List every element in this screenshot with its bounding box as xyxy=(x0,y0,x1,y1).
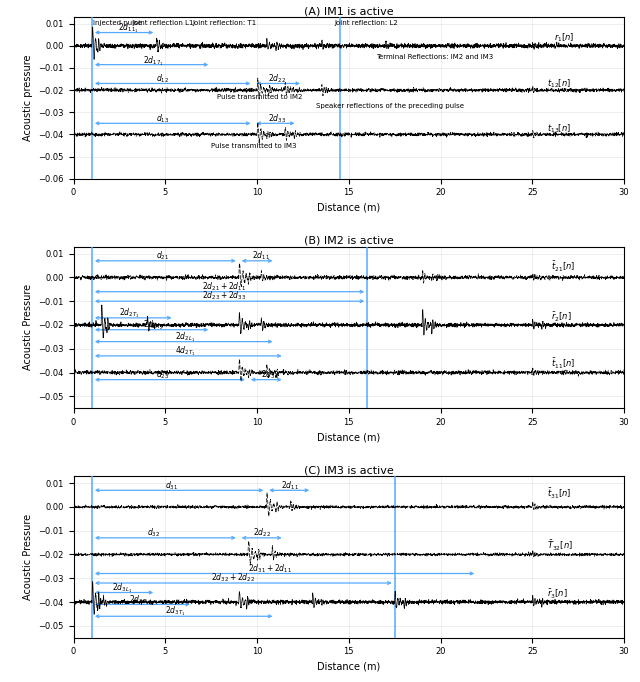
Text: $t_{12}[n]$: $t_{12}[n]$ xyxy=(547,78,571,90)
Text: Joint reflection: L2: Joint reflection: L2 xyxy=(334,20,398,26)
Text: $2d_{33}$: $2d_{33}$ xyxy=(268,112,286,125)
Y-axis label: Acoustic pressure: Acoustic pressure xyxy=(23,55,33,141)
Text: $d_{23}$: $d_{23}$ xyxy=(156,368,170,381)
Title: (C) IM3 is active: (C) IM3 is active xyxy=(304,465,394,475)
Text: $4d_{2T_1}$: $4d_{2T_1}$ xyxy=(175,344,195,358)
Text: $\bar{t}_{21}[n]$: $\bar{t}_{21}[n]$ xyxy=(550,260,575,273)
Text: Injected pulse: Injected pulse xyxy=(93,20,142,26)
Text: $d_{13}$: $d_{13}$ xyxy=(156,112,170,125)
Text: $d_{12}$: $d_{12}$ xyxy=(156,72,170,85)
Text: $2d_{2T_1}$: $2d_{2T_1}$ xyxy=(120,306,140,320)
Text: $2d_{2L_1}$: $2d_{2L_1}$ xyxy=(175,330,195,344)
Text: $\bar{r}_2[n]$: $\bar{r}_2[n]$ xyxy=(550,310,572,324)
Text: Pulse transmitted to IM2: Pulse transmitted to IM2 xyxy=(217,94,302,100)
Title: (A) IM1 is active: (A) IM1 is active xyxy=(304,6,394,16)
Text: $d_{32}$: $d_{32}$ xyxy=(147,527,160,539)
Text: $2d_{22}$: $2d_{22}$ xyxy=(268,72,286,85)
Text: $2d_{3L_1}$: $2d_{3L_1}$ xyxy=(112,582,132,595)
Text: $r_1[n]$: $r_1[n]$ xyxy=(554,31,575,44)
X-axis label: Distance (m): Distance (m) xyxy=(317,203,380,213)
Text: $2d_{17_1}$: $2d_{17_1}$ xyxy=(143,55,164,68)
Text: $2d_{31}+2d_{11}$: $2d_{31}+2d_{11}$ xyxy=(248,562,292,575)
Text: $2d_{3T_s}$: $2d_{3T_s}$ xyxy=(129,593,149,606)
Y-axis label: Acoustic Pressure: Acoustic Pressure xyxy=(23,514,33,600)
Text: $2d_{11}$: $2d_{11}$ xyxy=(281,479,299,492)
Text: $2d_{22}$: $2d_{22}$ xyxy=(253,527,271,539)
Text: $2d_{21}+2d_{11}$: $2d_{21}+2d_{11}$ xyxy=(202,281,246,293)
Text: $2d_{32}+2d_{22}$: $2d_{32}+2d_{22}$ xyxy=(211,572,255,584)
Text: $2d_{11_1}$: $2d_{11_1}$ xyxy=(118,22,138,35)
Text: Speaker reflections of the preceding pulse: Speaker reflections of the preceding pul… xyxy=(316,103,464,109)
Text: Joint reflection L1: Joint reflection L1 xyxy=(132,20,194,26)
Text: $d_{31}$: $d_{31}$ xyxy=(165,479,179,492)
X-axis label: Distance (m): Distance (m) xyxy=(317,432,380,443)
Text: $2d_{11}$: $2d_{11}$ xyxy=(252,250,269,263)
Text: Terminal Reflections: IM2 and IM3: Terminal Reflections: IM2 and IM3 xyxy=(376,54,493,60)
Title: (B) IM2 is active: (B) IM2 is active xyxy=(304,236,394,246)
Text: $2d_{2T_2}$: $2d_{2T_2}$ xyxy=(143,318,164,332)
Text: $t_{13}[n]$: $t_{13}[n]$ xyxy=(547,122,571,134)
Text: $\bar{r}_3[n]$: $\bar{r}_3[n]$ xyxy=(547,587,568,601)
Text: $2d_{3T_1}$: $2d_{3T_1}$ xyxy=(165,605,186,619)
Text: Joint reflection: T1: Joint reflection: T1 xyxy=(193,20,257,26)
Text: $\bar{t}_{31}[n]$: $\bar{t}_{31}[n]$ xyxy=(547,487,571,501)
Text: $\bar{t}_{11}[n]$: $\bar{t}_{11}[n]$ xyxy=(550,357,575,371)
Text: Pulse transmitted to IM3: Pulse transmitted to IM3 xyxy=(211,143,297,149)
Y-axis label: Acoustic Pressure: Acoustic Pressure xyxy=(23,284,33,370)
Text: $d_{21}$: $d_{21}$ xyxy=(156,250,169,263)
Text: $2d_{23}+2d_{33}$: $2d_{23}+2d_{33}$ xyxy=(202,290,246,302)
X-axis label: Distance (m): Distance (m) xyxy=(317,662,380,672)
Text: $2d_{33}$: $2d_{33}$ xyxy=(260,368,279,381)
Text: $\bar{T}_{32}[n]$: $\bar{T}_{32}[n]$ xyxy=(547,539,573,553)
